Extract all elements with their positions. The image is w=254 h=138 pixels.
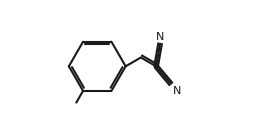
Text: N: N — [156, 32, 164, 42]
Text: N: N — [173, 86, 181, 96]
